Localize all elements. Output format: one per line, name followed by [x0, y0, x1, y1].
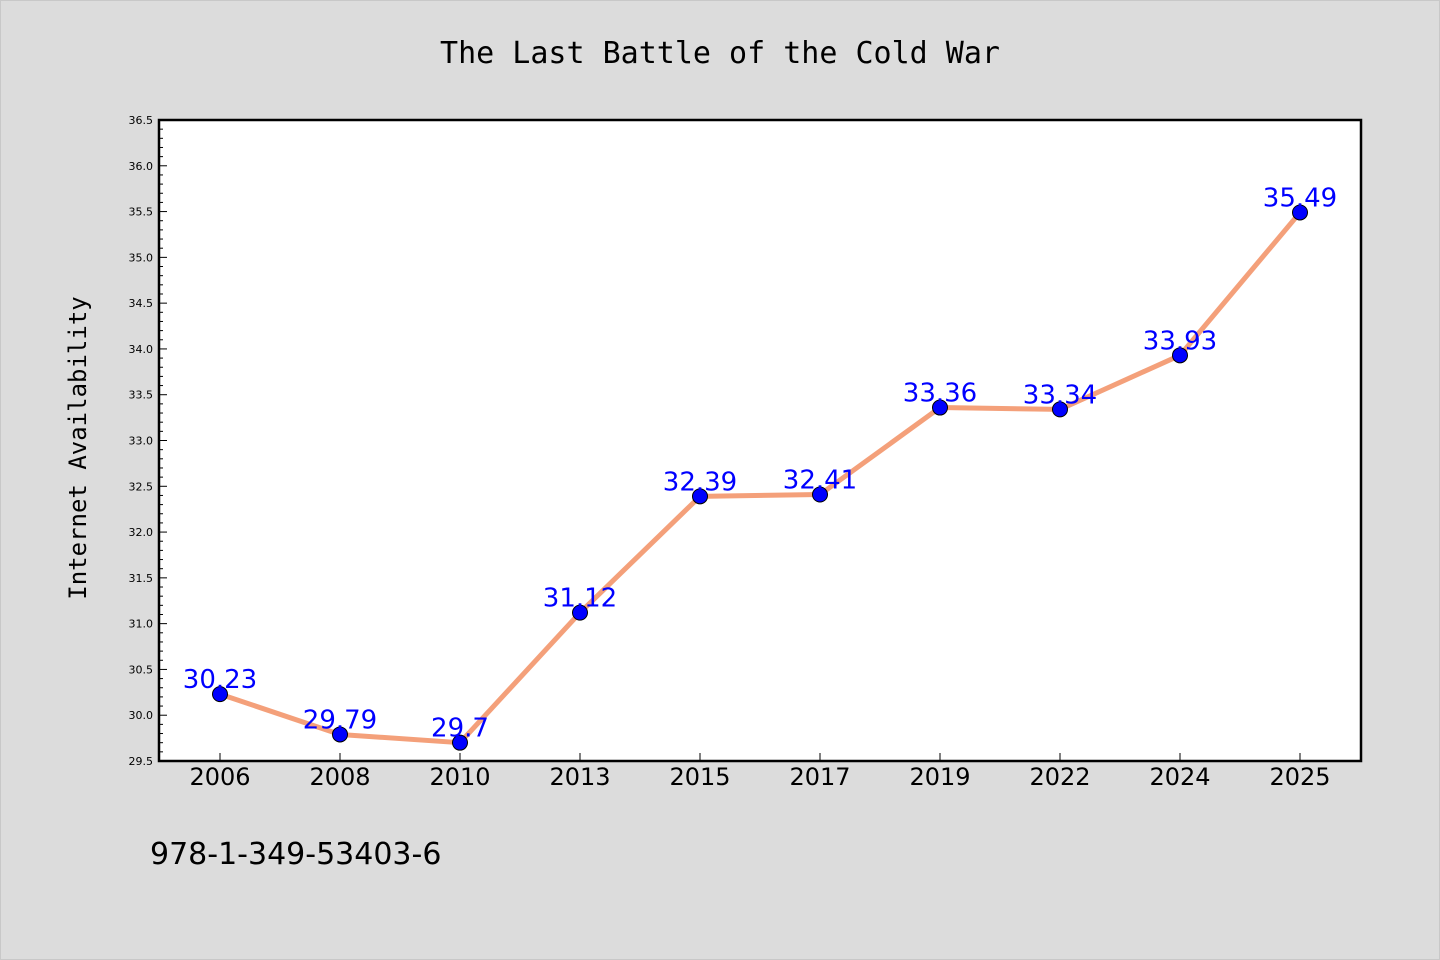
x-tick-label: 2022 [1029, 763, 1090, 791]
x-tick-label: 2008 [309, 763, 370, 791]
y-tick-label: 30.0 [129, 709, 154, 722]
x-tick-label: 2015 [669, 763, 730, 791]
x-tick-label: 2006 [189, 763, 250, 791]
y-tick-label: 31.0 [129, 618, 154, 631]
series-markers [212, 204, 1308, 751]
data-point [1172, 347, 1188, 364]
y-tick-label: 29.5 [129, 755, 154, 768]
y-tick-label: 35.0 [129, 251, 154, 264]
y-tick-label: 33.0 [129, 435, 154, 448]
data-label: 35.49 [1263, 183, 1337, 213]
series-line [217, 209, 1303, 746]
data-point [932, 399, 948, 416]
data-label: 31.12 [543, 584, 617, 614]
data-point [452, 734, 468, 751]
data-labels: 30.23 29.79 29.7 31.12 32.39 32.41 33.36 33.34 3… [183, 183, 1337, 743]
x-tick-label: 2024 [1149, 763, 1210, 791]
y-tick-label: 35.5 [129, 206, 154, 219]
y-axis-label: Internet Availability [64, 296, 92, 599]
data-point [1292, 204, 1308, 221]
data-label: 30.23 [183, 665, 257, 695]
data-label: 29.79 [303, 705, 377, 735]
x-tick-label: 2019 [909, 763, 970, 791]
data-point [1052, 401, 1068, 418]
x-tick-label: 2017 [789, 763, 850, 791]
data-label: 33.36 [903, 379, 977, 409]
y-tick-label: 31.5 [129, 572, 154, 585]
footer-isbn-text: 978-1-349-53403-6 [150, 837, 441, 872]
y-tick-label: 34.0 [129, 343, 154, 356]
plot-area [157, 118, 1363, 763]
x-axis-ticks: 2006 2008 2010 2013 2015 2017 2019 2022 2024 2025 [189, 753, 1331, 791]
x-tick-label: 2025 [1269, 763, 1330, 791]
data-point [212, 686, 228, 703]
data-label: 33.34 [1023, 380, 1097, 410]
x-tick-label: 2013 [549, 763, 610, 791]
y-tick-label: 34.5 [129, 297, 154, 310]
data-label: 29.7 [431, 714, 489, 744]
data-point [812, 486, 828, 503]
x-tick-label: 2010 [429, 763, 490, 791]
chart-title: The Last Battle of the Cold War [440, 36, 1000, 71]
series-line-group [217, 209, 1303, 746]
data-label: 32.39 [663, 467, 737, 497]
y-tick-label: 32.5 [129, 480, 154, 493]
data-point [572, 604, 588, 621]
y-tick-label: 30.5 [129, 663, 154, 676]
y-minor-ticks [159, 119, 167, 762]
data-label: 32.41 [783, 466, 857, 496]
y-tick-label: 36.0 [129, 160, 154, 173]
y-tick-label: 32.0 [129, 526, 154, 539]
data-point [332, 726, 348, 743]
y-axis-ticks: 29.5 30.0 30.5 31.0 31.5 32.0 32.5 33.0 33.5 34.0… [129, 114, 154, 768]
data-label: 33.93 [1143, 326, 1217, 356]
y-tick-label: 36.5 [129, 114, 154, 127]
y-tick-label: 33.5 [129, 389, 154, 402]
data-point [692, 488, 708, 505]
